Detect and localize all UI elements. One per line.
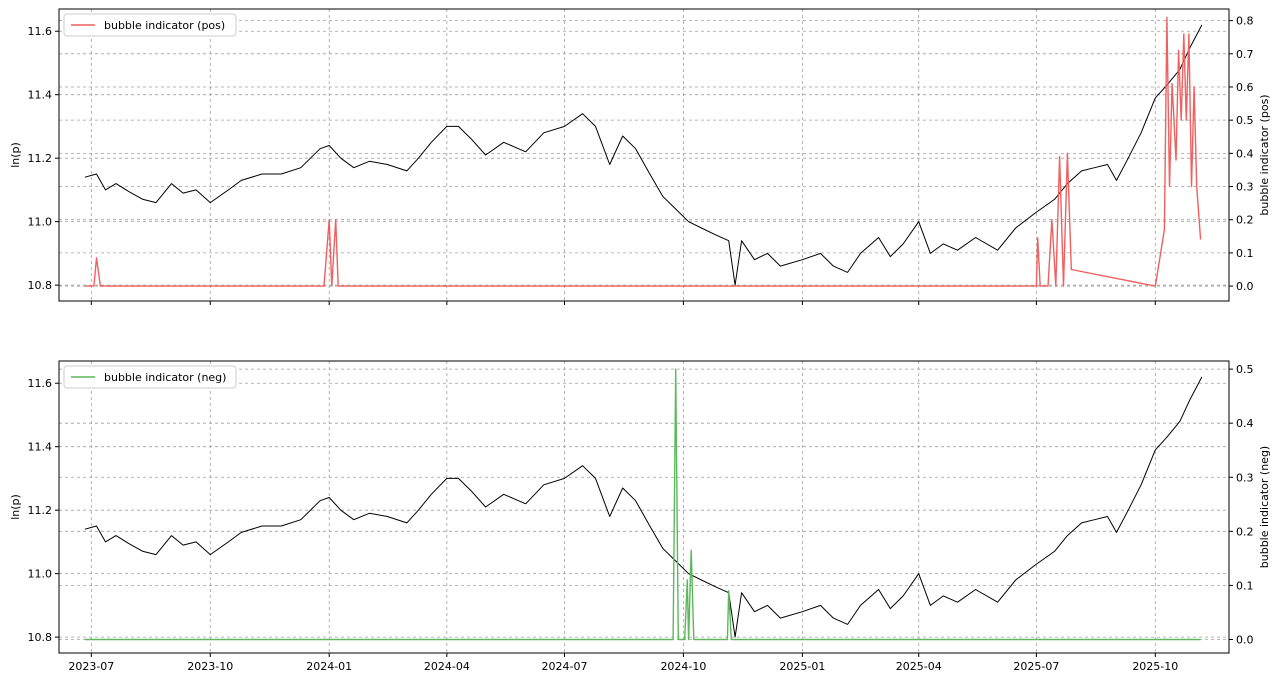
x-tick-label: 2025-01 xyxy=(779,660,825,673)
y2-axis-label: bubble indicator (pos) xyxy=(1258,94,1271,215)
x-tick-label: 2024-04 xyxy=(424,660,470,673)
log-price-line xyxy=(84,376,1203,638)
y2-tick-label: 0.4 xyxy=(1236,417,1254,430)
y2-tick-label: 0.0 xyxy=(1236,280,1254,293)
legend xyxy=(63,13,237,37)
x-tick-label: 2025-10 xyxy=(1132,660,1178,673)
y2-tick-label: 0.2 xyxy=(1236,214,1254,227)
y2-tick-label: 0.3 xyxy=(1236,471,1254,484)
y2-tick-label: 0.1 xyxy=(1236,579,1254,592)
bubble-indicator-line xyxy=(84,16,1202,287)
bubble-indicator-line xyxy=(84,368,1201,641)
y2-tick-label: 0.8 xyxy=(1236,15,1254,28)
y2-tick-label: 0.2 xyxy=(1236,525,1254,538)
y2-tick-label: 0.1 xyxy=(1236,247,1254,260)
y-axis-label: ln(p) xyxy=(9,142,22,168)
x-tick-label: 2024-10 xyxy=(660,660,706,673)
y-tick-label: 11.6 xyxy=(28,25,53,38)
y2-tick-label: 0.5 xyxy=(1236,114,1254,127)
legend-label: bubble indicator (neg) xyxy=(104,371,226,384)
legend xyxy=(63,365,237,389)
y2-tick-label: 0.0 xyxy=(1236,633,1254,646)
y2-tick-label: 0.6 xyxy=(1236,81,1254,94)
y2-tick-label: 0.5 xyxy=(1236,363,1254,376)
y2-axis-label: bubble indicator (neg) xyxy=(1258,446,1271,568)
x-tick-label: 2023-10 xyxy=(187,660,233,673)
log-price-line xyxy=(84,24,1203,286)
y-tick-label: 10.8 xyxy=(28,279,53,292)
top-panel: 10.8 11.0 11.2 11.4 11.6 0.0 0.1 0.2 0.3 0.4 0.5 0.… xyxy=(9,8,1271,305)
x-tick-label: 2024-07 xyxy=(542,660,588,673)
y-tick-label: 11.4 xyxy=(28,441,53,454)
y-tick-label: 10.8 xyxy=(28,631,53,644)
x-tick-label: 2025-04 xyxy=(896,660,942,673)
plot-frame xyxy=(58,8,1230,302)
y-tick-label: 11.0 xyxy=(28,568,53,581)
y2-tick-label: 0.7 xyxy=(1236,48,1254,61)
bottom-panel: 2023-07 2023-10 2024-01 2024-04 2024-07 2024-… xyxy=(9,360,1271,673)
x-tick-label: 2025-07 xyxy=(1013,660,1059,673)
x-tick-label: 2023-07 xyxy=(68,660,114,673)
y-tick-label: 11.2 xyxy=(28,152,53,165)
x-tick-label: 2024-01 xyxy=(306,660,352,673)
legend-label: bubble indicator (pos) xyxy=(104,19,225,32)
plot-frame xyxy=(58,360,1230,654)
y-tick-label: 11.6 xyxy=(28,377,53,390)
y-tick-label: 11.0 xyxy=(28,216,53,229)
y-axis-label: ln(p) xyxy=(9,494,22,520)
y-tick-label: 11.4 xyxy=(28,89,53,102)
y2-tick-label: 0.4 xyxy=(1236,147,1254,160)
y2-tick-label: 0.3 xyxy=(1236,181,1254,194)
y-tick-label: 11.2 xyxy=(28,504,53,517)
